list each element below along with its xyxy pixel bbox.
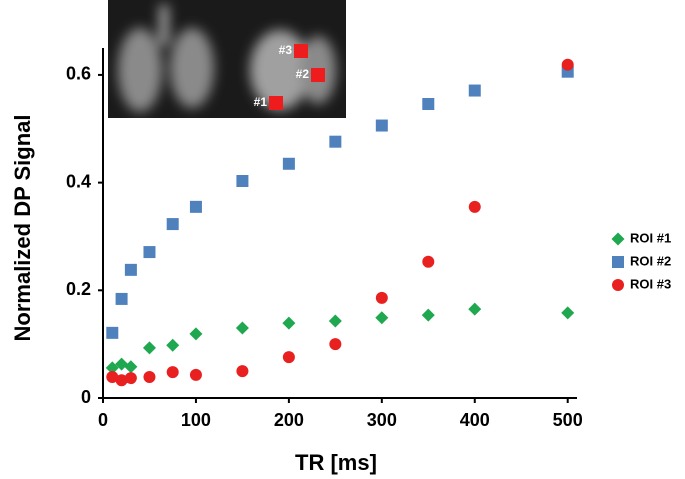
data-point	[115, 374, 128, 387]
data-point	[166, 338, 180, 352]
inset-image: #3#2 #1	[108, 0, 346, 118]
data-point	[166, 218, 179, 231]
data-point	[189, 200, 202, 213]
data-point	[106, 326, 119, 339]
data-point	[422, 98, 435, 110]
data-point	[115, 357, 129, 371]
roi-label: #2	[296, 67, 310, 81]
roi-marker	[294, 44, 308, 58]
data-point	[422, 255, 435, 268]
data-point	[236, 365, 249, 378]
legend-marker	[611, 232, 625, 246]
data-point	[561, 306, 575, 320]
data-point	[143, 246, 156, 259]
data-point	[375, 291, 388, 304]
data-point	[282, 316, 296, 330]
roi-label: #1	[254, 95, 268, 109]
data-point	[375, 311, 389, 325]
x-tick-label: 300	[367, 410, 397, 430]
data-point	[329, 135, 342, 148]
data-point	[166, 366, 179, 379]
data-point	[143, 371, 156, 383]
data-point	[124, 360, 138, 374]
x-tick-label: 500	[553, 410, 583, 430]
x-tick-label: 0	[98, 410, 108, 430]
data-point	[468, 200, 481, 213]
plot-area: 0 0.2 0.4 0.6 0 100 200 300 400 500	[66, 48, 583, 430]
roi-marker	[269, 96, 283, 110]
legend-label: ROI #3	[630, 276, 671, 291]
x-tick-label: 200	[274, 410, 304, 430]
data-point	[124, 263, 137, 276]
y-tick-label: 0	[81, 387, 91, 407]
x-axis-label: TR [ms]	[295, 450, 377, 475]
y-tick-label: 0.2	[66, 279, 91, 299]
data-point	[468, 302, 482, 316]
data-point	[105, 361, 119, 375]
y-tick-label: 0.6	[66, 64, 91, 84]
roi-marker	[311, 68, 325, 82]
legend: ROI #1 ROI #2 ROI #3	[611, 230, 671, 291]
x-tick-label: 400	[460, 410, 490, 430]
data-point	[235, 321, 249, 335]
legend-marker	[612, 279, 624, 291]
y-tick-label: 0.4	[66, 171, 91, 191]
legend-marker	[612, 256, 624, 268]
data-point	[115, 292, 128, 305]
data-point	[142, 341, 156, 355]
x-tick-label: 100	[181, 410, 211, 430]
y-axis-label: Normalized DP Signal	[10, 115, 35, 342]
legend-label: ROI #1	[630, 230, 671, 245]
legend-label: ROI #2	[630, 253, 671, 268]
data-point	[468, 84, 481, 97]
data-point	[375, 119, 388, 132]
data-point	[189, 327, 203, 341]
data-point	[329, 338, 342, 351]
data-point	[282, 351, 295, 364]
data-point	[561, 58, 574, 71]
data-point	[124, 372, 137, 385]
data-point	[189, 368, 202, 381]
data-point	[421, 308, 435, 322]
data-point	[282, 157, 295, 170]
data-point	[328, 314, 342, 328]
data-point	[106, 371, 119, 383]
roi-label: #3	[279, 43, 293, 57]
data-point	[236, 175, 249, 187]
